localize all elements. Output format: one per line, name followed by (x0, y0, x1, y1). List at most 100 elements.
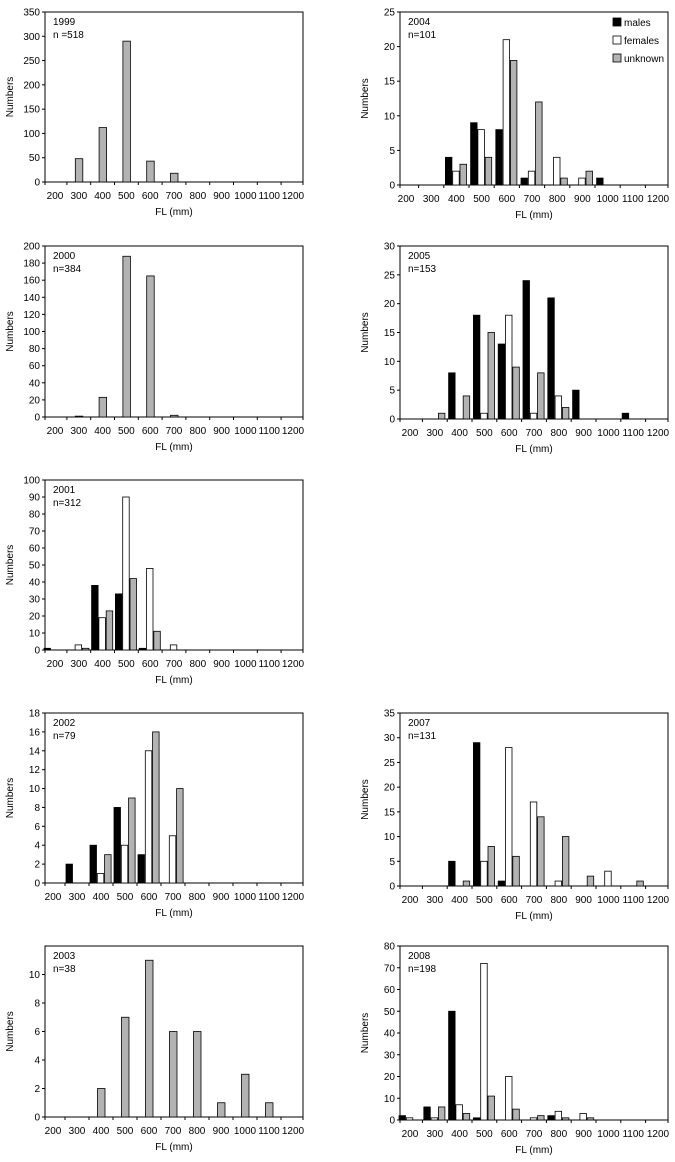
chart-2005: 0 5 10 15 20 25 30 200 300 400 500 600 700 800 900 1000… (360, 242, 670, 456)
bar-males-500 (472, 314, 481, 420)
panel-year-label: 1999 (53, 17, 76, 28)
x-tick-label: 1100 (258, 1126, 280, 1137)
panel-year-label: 2002 (53, 718, 76, 729)
plot-frame (399, 945, 669, 1121)
bar-females-400 (452, 170, 460, 186)
bar-females-300 (74, 644, 82, 651)
x-tick-label: 1000 (596, 194, 619, 205)
y-tick-label: 0 (34, 178, 40, 189)
chart-2000: 0 20 40 60 80 100 120 140 160 180 200 200 300 400 500 6… (5, 242, 305, 454)
panel-year-label: 2000 (53, 251, 76, 262)
bar-unknown-600 (152, 731, 160, 884)
y-tick-label: 50 (29, 561, 41, 572)
y-tick-label: 300 (23, 32, 40, 43)
legend-label-males: males (624, 18, 651, 29)
y-tick-label: 180 (23, 259, 40, 270)
y-tick-label: 10 (384, 357, 396, 368)
y-tick-label: 0 (389, 1116, 395, 1127)
y-axis-label: Numbers (5, 77, 16, 118)
bar-females-600 (502, 39, 511, 186)
y-tick-label: 140 (23, 293, 40, 304)
bar-males-600 (497, 343, 506, 420)
y-tick-label: 200 (23, 80, 40, 91)
bar-females-800 (553, 156, 561, 186)
x-tick-label: 1200 (282, 426, 305, 437)
bar-females-700 (169, 644, 178, 651)
bar-males-600 (495, 129, 503, 186)
x-tick-label: 200 (45, 1126, 62, 1137)
bar-females-1000 (604, 870, 612, 887)
panel-n-label: n=131 (408, 731, 437, 742)
x-tick-label: 600 (501, 895, 518, 906)
x-axis-label: FL (mm) (155, 442, 192, 453)
y-tick-label: 10 (29, 970, 41, 981)
x-tick-label: 200 (402, 895, 419, 906)
y-tick-label: 150 (23, 105, 40, 116)
y-tick-label: 90 (29, 493, 41, 504)
x-tick-label: 200 (402, 1129, 419, 1140)
y-axis-label: Numbers (360, 78, 371, 119)
x-tick-label: 900 (213, 426, 230, 437)
y-tick-label: 0 (389, 415, 395, 426)
y-tick-label: 50 (29, 153, 41, 164)
bar-males-400 (444, 156, 453, 186)
bar-females-700 (527, 170, 536, 186)
x-tick-label: 900 (213, 892, 230, 903)
bar-females-600 (505, 747, 513, 887)
x-tick-label: 1000 (597, 895, 620, 906)
bar-unknown-500 (128, 797, 136, 884)
bar-unknown-1100 (265, 1102, 274, 1118)
bar-unknown-500 (122, 255, 131, 418)
chart-2002: 0 2 4 6 8 10 12 14 16 18 200 300 400 500 600 700 800 900 1… (5, 709, 305, 920)
plot-frame (44, 479, 304, 651)
bar-unknown-600 (509, 60, 518, 186)
y-tick-label: 10 (29, 784, 41, 795)
x-tick-label: 900 (575, 895, 592, 906)
chart-1999: 0 50 100 150 200 250 300 350 200 300 400 500 600 700 8… (5, 8, 305, 219)
x-tick-label: 300 (70, 659, 87, 670)
y-tick-label: 20 (29, 612, 41, 623)
bar-females-700 (529, 801, 538, 887)
bar-unknown-700 (535, 101, 543, 186)
x-tick-label: 700 (166, 191, 183, 202)
x-tick-label: 1000 (597, 428, 620, 439)
y-tick-label: 10 (384, 832, 396, 843)
x-tick-label: 800 (549, 194, 566, 205)
bar-unknown-400 (98, 127, 107, 183)
bar-unknown-600 (512, 1108, 520, 1121)
panel-year-label: 2001 (53, 485, 76, 496)
plot-frame (399, 245, 669, 420)
y-axis-label: Numbers (5, 778, 16, 819)
x-tick-label: 300 (426, 895, 443, 906)
y-tick-label: 15 (384, 807, 396, 818)
panel-n-label: n=79 (53, 731, 76, 742)
bar-females-500 (480, 963, 488, 1121)
bar-males-400 (448, 860, 456, 887)
bar-females-600 (505, 1076, 513, 1121)
x-tick-label: 900 (574, 194, 591, 205)
x-tick-label: 1200 (282, 1126, 305, 1137)
bar-males-400 (89, 844, 97, 884)
bar-unknown-400 (462, 880, 471, 887)
bar-males-500 (113, 807, 121, 884)
bar-females-600 (146, 568, 154, 651)
x-tick-label: 500 (476, 895, 493, 906)
y-tick-label: 10 (384, 111, 396, 122)
y-tick-label: 0 (34, 879, 40, 890)
y-tick-label: 10 (29, 629, 41, 640)
x-tick-label: 400 (94, 191, 111, 202)
x-tick-label: 800 (189, 1126, 206, 1137)
x-tick-label: 800 (550, 428, 567, 439)
panel-n-label: n=198 (408, 964, 437, 975)
y-tick-label: 0 (389, 181, 395, 192)
x-tick-label: 1000 (234, 1126, 257, 1137)
y-tick-label: 200 (23, 242, 40, 253)
bar-males-600 (137, 854, 145, 884)
chart-2001: 0 10 20 30 40 50 60 70 80 90 100 200 300 400 500 600 700… (5, 476, 305, 687)
x-tick-label: 400 (448, 194, 465, 205)
y-tick-label: 30 (384, 733, 396, 744)
panel-n-label: n=153 (408, 264, 437, 275)
y-tick-label: 20 (384, 783, 396, 794)
y-tick-label: 8 (34, 803, 40, 814)
y-axis-label: Numbers (5, 1011, 16, 1052)
